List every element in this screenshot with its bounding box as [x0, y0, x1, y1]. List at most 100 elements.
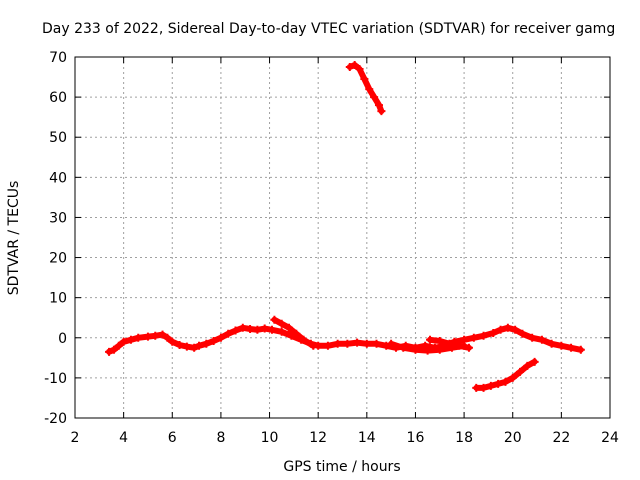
y-tick-label: 50: [49, 130, 67, 146]
x-tick-label: 6: [168, 430, 177, 446]
data-point: [360, 75, 369, 84]
x-tick-label: 16: [407, 430, 425, 446]
data-point: [494, 379, 503, 388]
data-layer: [105, 61, 585, 392]
data-point: [224, 329, 233, 338]
data-point: [496, 325, 505, 334]
data-point: [537, 335, 546, 344]
data-point: [285, 323, 293, 332]
data-point: [530, 357, 539, 366]
x-tick-label: 20: [504, 430, 522, 446]
data-point: [516, 367, 525, 376]
data-point: [411, 345, 420, 354]
y-tick-label: 30: [49, 210, 67, 226]
data-point: [238, 323, 247, 332]
data-point: [299, 335, 308, 344]
data-point: [486, 381, 495, 390]
data-point: [114, 341, 123, 350]
data-point: [345, 63, 354, 72]
data-point: [270, 315, 279, 324]
x-tick-label: 4: [119, 430, 128, 446]
data-point: [576, 345, 585, 354]
data-point: [479, 383, 488, 392]
plot-frame: [74, 56, 611, 419]
data-point: [511, 325, 520, 334]
data-point: [455, 341, 464, 350]
data-point: [387, 339, 396, 348]
data-point: [126, 335, 135, 344]
y-axis-title: SDTVAR / TECUs: [6, 181, 22, 296]
x-tick-label: 8: [216, 430, 225, 446]
data-point: [202, 339, 211, 348]
data-point: [423, 346, 432, 355]
y-tick-label: -20: [44, 411, 67, 427]
data-point: [175, 340, 184, 349]
y-tick-label: 60: [49, 90, 67, 106]
data-point: [246, 324, 255, 333]
data-point: [277, 319, 286, 328]
data-point: [292, 329, 301, 338]
data-point: [518, 329, 527, 338]
data-point: [253, 325, 262, 334]
data-point: [523, 361, 532, 370]
y-tick-label: 40: [49, 170, 67, 186]
data-point: [190, 343, 199, 352]
data-point: [374, 101, 383, 110]
data-point: [350, 61, 359, 70]
data-point: [362, 339, 371, 348]
x-tick-label: 22: [552, 430, 570, 446]
data-point: [209, 336, 218, 345]
data-point: [182, 342, 191, 351]
ticks: 2 4 6 8 10 12 14 16 18 20 22 24-20-1001020304050607…: [44, 50, 619, 446]
data-point: [355, 65, 364, 74]
data-point: [151, 331, 160, 340]
data-point: [547, 339, 556, 348]
data-point: [231, 326, 240, 335]
x-tick-label: 18: [455, 430, 473, 446]
data-point: [163, 333, 172, 342]
data-point: [557, 341, 566, 350]
data-point: [503, 323, 512, 332]
data-point: [508, 373, 517, 382]
data-point: [267, 325, 276, 334]
data-point: [501, 377, 510, 386]
data-point: [365, 85, 374, 94]
y-tick-label: -10: [44, 371, 67, 387]
y-tick-label: 10: [49, 291, 67, 307]
chart-title: Day 233 of 2022, Sidereal Day-to-day VTE…: [42, 21, 615, 37]
data-point: [333, 339, 342, 348]
data-point: [105, 347, 114, 356]
y-tick-label: 0: [58, 331, 67, 347]
y-tick-label: 20: [49, 251, 67, 267]
data-point: [370, 93, 379, 102]
data-point: [119, 337, 128, 346]
data-point: [372, 339, 381, 348]
data-point: [109, 345, 118, 354]
x-tick-label: 24: [601, 430, 619, 446]
x-tick-label: 2: [71, 430, 80, 446]
data-point: [143, 332, 152, 341]
data-point: [445, 339, 454, 348]
data-point: [195, 341, 204, 350]
data-point: [134, 333, 143, 342]
data-point: [528, 333, 537, 342]
data-point: [399, 343, 408, 352]
x-tick-label: 12: [309, 430, 327, 446]
data-point: [260, 324, 269, 333]
data-point: [323, 341, 332, 350]
data-point: [168, 337, 177, 346]
data-point: [469, 333, 478, 342]
data-point: [377, 107, 386, 116]
x-axis-title: GPS time / hours: [283, 459, 400, 475]
grid: [75, 57, 610, 418]
data-point: [435, 345, 444, 354]
x-tick-label: 14: [358, 430, 376, 446]
data-point: [277, 327, 286, 336]
data-point: [435, 336, 444, 345]
data-point: [309, 341, 318, 350]
data-point: [479, 331, 488, 340]
data-point: [567, 343, 576, 352]
data-point: [464, 343, 473, 352]
data-point: [426, 335, 435, 344]
